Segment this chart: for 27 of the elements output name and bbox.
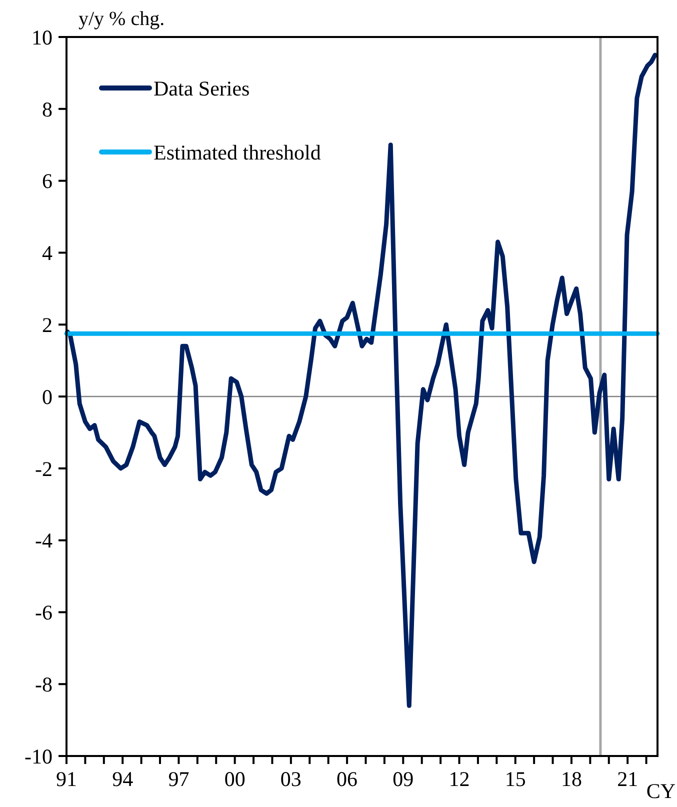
y-tick-label: 4 xyxy=(42,241,53,266)
y-tick-label: -10 xyxy=(24,744,52,768)
x-tick-label: 97 xyxy=(168,767,190,791)
y-tick-label: 6 xyxy=(42,169,52,194)
y-tick-label: -2 xyxy=(35,456,52,481)
x-tick-label: 09 xyxy=(392,767,414,791)
y-tick-label: 0 xyxy=(42,384,52,409)
y-tick-label: -4 xyxy=(35,528,53,553)
legend-label: Estimated threshold xyxy=(154,140,322,164)
x-tick-label: 21 xyxy=(617,767,638,791)
x-tick-label: 00 xyxy=(224,767,246,791)
line-series xyxy=(65,52,658,708)
y-tick-label: -6 xyxy=(35,600,52,625)
legend-label: Data Series xyxy=(154,76,250,100)
y-tick-label: 8 xyxy=(42,97,52,122)
x-tick-label: 18 xyxy=(560,767,582,791)
x-tick-label: 12 xyxy=(448,767,470,791)
x-tick-label: 91 xyxy=(56,767,77,791)
x-tick-label: 06 xyxy=(336,767,358,791)
y-tick-label: -8 xyxy=(35,672,52,696)
x-tick-label: 03 xyxy=(280,767,302,791)
y-tick-label: 2 xyxy=(42,312,52,337)
y-axis-title: y/y % chg. xyxy=(78,8,165,30)
x-tick-label: 94 xyxy=(112,767,134,791)
x-tick-label: 15 xyxy=(504,767,526,791)
x-axis-title: CY xyxy=(646,779,676,803)
y-tick-label: 10 xyxy=(32,25,52,50)
